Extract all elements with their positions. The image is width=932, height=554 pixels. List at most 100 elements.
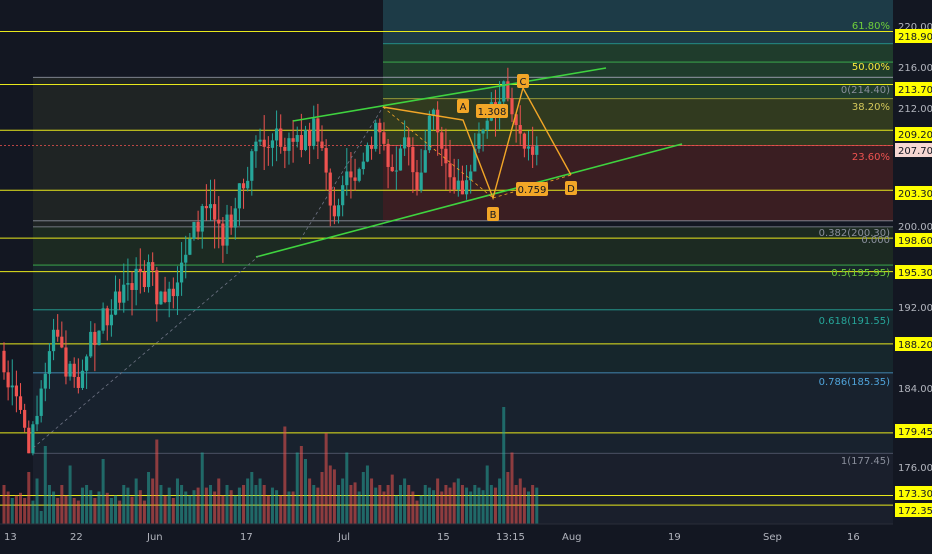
ratio-ab-bg xyxy=(476,104,508,118)
fib-label-382: 38.20% xyxy=(852,102,890,113)
pattern-point-c[interactable]: C xyxy=(520,77,527,88)
volume-bar xyxy=(378,485,382,524)
pattern-point-b[interactable]: B xyxy=(490,210,497,221)
candle-body xyxy=(254,141,258,152)
channel-lower-line[interactable] xyxy=(255,143,683,258)
candle-body xyxy=(68,363,72,377)
candle-body xyxy=(105,308,109,326)
candle-body xyxy=(208,204,213,209)
volume-bar xyxy=(324,433,328,524)
volume-bar xyxy=(31,500,35,524)
pattern-ratio-line-bd xyxy=(492,174,572,199)
volume-bar xyxy=(27,472,31,524)
volume-bar xyxy=(365,465,369,524)
candle-body xyxy=(386,143,390,167)
level-tag-198: 198.60 xyxy=(898,236,932,247)
candle-body xyxy=(481,129,485,134)
candle-body xyxy=(361,161,365,170)
fib-background-bands xyxy=(33,0,893,524)
candle-body xyxy=(502,81,506,102)
volume-bar xyxy=(159,485,163,524)
volume-bar xyxy=(283,426,287,524)
volume-bar xyxy=(349,485,353,524)
volume-bar xyxy=(370,478,374,524)
candle-body xyxy=(233,208,237,228)
volume-bar xyxy=(134,478,138,524)
candle-body xyxy=(138,268,142,272)
volume-bar xyxy=(328,465,332,524)
candle-body xyxy=(427,115,431,151)
volume-bar xyxy=(465,487,469,524)
volume-bar xyxy=(221,495,225,524)
volume-bar xyxy=(242,485,246,524)
candle-body xyxy=(407,137,411,148)
volume-bar xyxy=(229,490,233,524)
candle-body xyxy=(415,172,419,191)
volume-bar xyxy=(477,487,481,524)
candle-body xyxy=(246,180,250,189)
volume-bar xyxy=(345,452,349,524)
candle-body xyxy=(27,427,31,454)
volume-bar xyxy=(101,459,105,524)
fib-retr-band-4 xyxy=(33,372,893,454)
volume-bar xyxy=(303,459,307,524)
volume-bar xyxy=(510,452,514,524)
pattern-point-b-bg xyxy=(487,207,499,221)
time-label-1315: 13:15 xyxy=(496,532,525,543)
candle-body xyxy=(188,238,192,255)
fib-retr-label-5: 0.5(195.95) xyxy=(831,268,890,279)
candle-body xyxy=(146,262,151,288)
tag-bg-203 xyxy=(895,186,932,200)
fib-label-500: 50.00% xyxy=(852,62,890,73)
pattern-point-d[interactable]: D xyxy=(567,184,575,195)
volume-bar xyxy=(432,490,436,524)
volume-bar xyxy=(320,472,324,524)
time-axis[interactable]: 13 22 Jun 17 Jul 15 13:15 Aug 19 Sep 16 xyxy=(0,523,932,550)
candle-body xyxy=(270,140,275,148)
volume-bar xyxy=(473,485,477,524)
level-tag-172: 172.35 xyxy=(898,506,932,517)
level-tag-188: 188.20 xyxy=(898,340,932,351)
volume-bar xyxy=(237,487,241,524)
volume-bar xyxy=(175,478,179,524)
fib-retr-label-786: 0.786(185.35) xyxy=(819,377,891,388)
volume-bar xyxy=(43,446,47,524)
volume-bar xyxy=(498,478,502,524)
candle-body xyxy=(283,146,287,151)
volume-bar xyxy=(270,487,274,524)
volume-bar xyxy=(361,472,365,524)
pattern-point-a[interactable]: A xyxy=(460,102,467,113)
candle-body xyxy=(299,135,303,150)
candle-body xyxy=(31,424,35,454)
volume-bar xyxy=(489,485,493,524)
candle-body xyxy=(204,206,208,209)
candle-body xyxy=(403,137,407,149)
candle-body xyxy=(353,177,357,181)
volume-bar xyxy=(105,492,109,524)
fib-label-236: 23.60% xyxy=(852,152,890,163)
channel-upper-line[interactable] xyxy=(292,67,607,122)
volume-bar xyxy=(2,485,6,524)
tick-212: 212.00 xyxy=(898,104,932,115)
volume-bar xyxy=(423,485,427,524)
candle-body xyxy=(130,283,134,290)
volume-bar xyxy=(299,446,303,524)
candle-body xyxy=(308,130,312,146)
candle-body xyxy=(171,288,175,297)
horizontal-levels xyxy=(0,31,893,506)
volume-bar xyxy=(184,491,188,524)
candle-body xyxy=(97,330,101,346)
candle-body xyxy=(241,183,246,189)
candle-body xyxy=(291,138,295,142)
fib-retr-band-3 xyxy=(33,309,893,373)
candle-body xyxy=(316,118,320,142)
candle-body xyxy=(320,141,324,149)
candle-body xyxy=(225,214,229,246)
candle-body xyxy=(18,396,23,410)
candle-body xyxy=(312,118,316,146)
volume-bar xyxy=(93,498,97,524)
price-axis[interactable]: 220.00 216.00 212.00 200.00 192.00 184.0… xyxy=(893,0,932,524)
volume-bar xyxy=(493,487,497,524)
